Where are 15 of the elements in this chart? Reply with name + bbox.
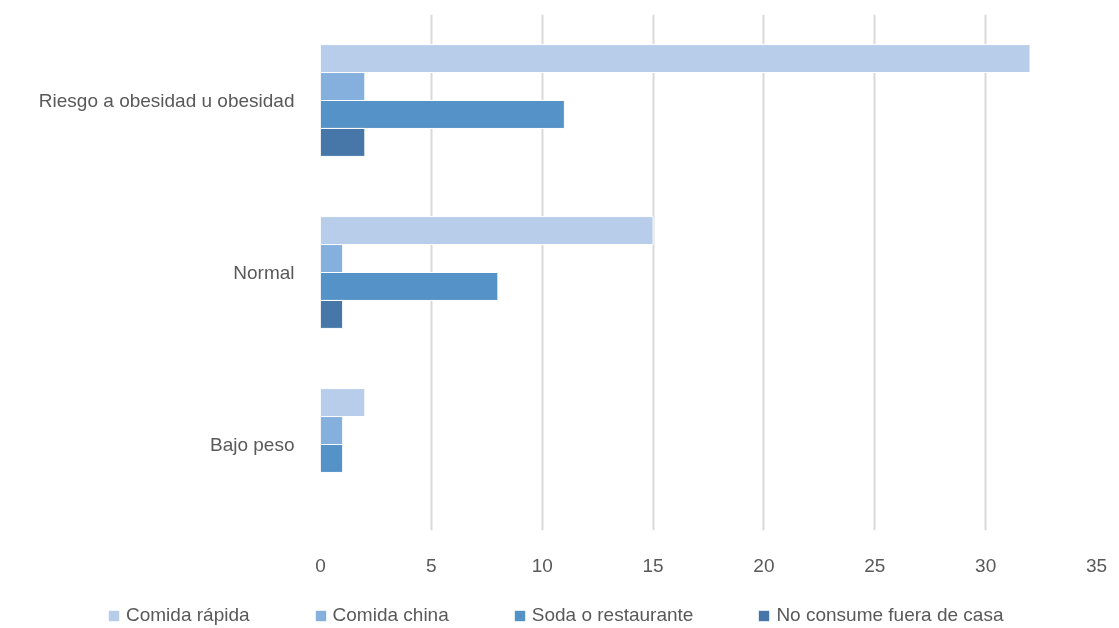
y-tick-label: Normal <box>233 262 295 283</box>
x-tick-label: 15 <box>642 554 664 576</box>
legend-label: No consume fuera de casa <box>776 604 1004 626</box>
legend-label: Comida china <box>332 604 449 626</box>
x-tick-label: 5 <box>426 554 437 576</box>
y-tick-label: Bajo peso <box>209 434 295 455</box>
x-tick-label: 25 <box>864 554 886 576</box>
x-tick-label: 35 <box>1085 554 1108 576</box>
x-tick-label: 0 <box>315 554 326 576</box>
x-tick-label: 30 <box>975 554 997 576</box>
y-tick-label: Riesgo a obesidad u obesidad <box>38 90 295 111</box>
x-tick-label: 20 <box>753 554 775 576</box>
legend-label: Soda o restaurante <box>531 604 694 626</box>
x-tick-label: 10 <box>531 554 553 576</box>
legend-label: Comida rápida <box>126 604 250 626</box>
